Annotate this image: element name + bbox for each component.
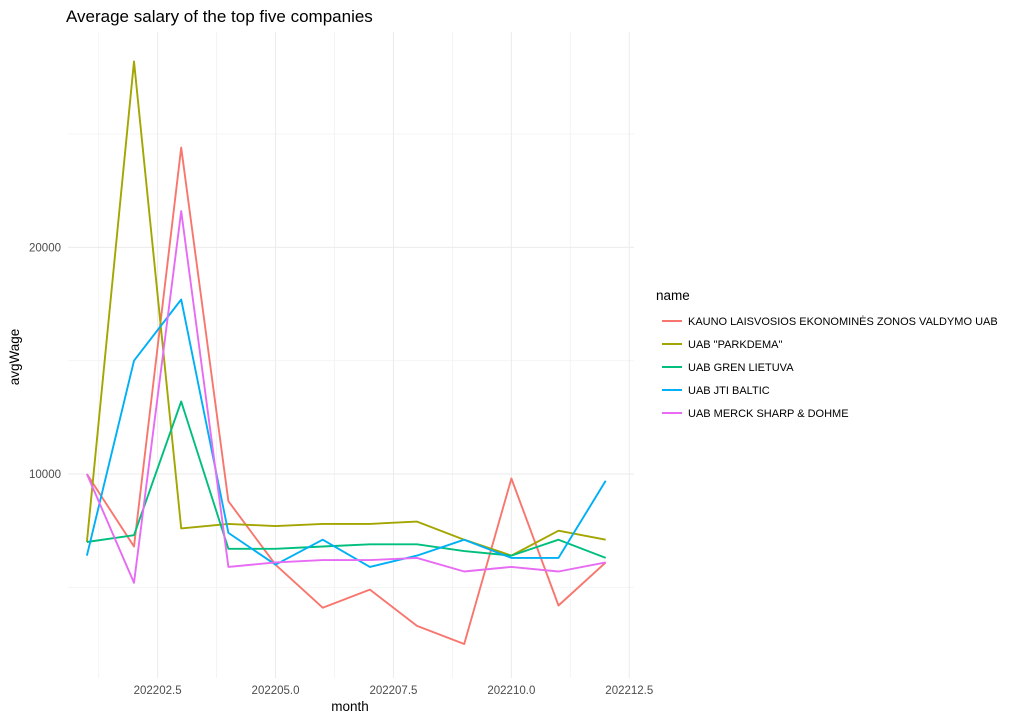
series-line [86, 146, 607, 645]
legend: name KAUNO LAISVOSIOS EKONOMINĖS ZONOS V… [656, 288, 998, 420]
series-line [86, 400, 607, 559]
x-axis-title: month [331, 699, 369, 714]
x-tick-label: 202205.0 [252, 685, 300, 697]
y-tick-label: 10000 [29, 469, 61, 481]
legend-title: name [656, 288, 690, 303]
series-line [86, 210, 606, 584]
legend-item: UAB GREN LIETUVA [662, 362, 794, 374]
series-line [85, 298, 607, 568]
y-axis-ticks: 10000 20000 [29, 242, 61, 481]
legend-label: UAB MERCK SHARP & DOHME [688, 408, 849, 420]
legend-item: UAB JTI BALTIC [662, 385, 770, 397]
legend-label: KAUNO LAISVOSIOS EKONOMINĖS ZONOS VALDYM… [688, 315, 998, 328]
grid [68, 32, 634, 678]
legend-label: UAB GREN LIETUVA [688, 362, 794, 374]
legend-label: UAB JTI BALTIC [688, 385, 770, 397]
x-tick-label: 202212.5 [605, 685, 653, 697]
y-tick-label: 20000 [29, 242, 61, 254]
chart-title: Average salary of the top five companies [66, 7, 373, 26]
x-tick-label: 202210.0 [487, 685, 535, 697]
x-tick-label: 202202.5 [134, 685, 182, 697]
legend-item: KAUNO LAISVOSIOS EKONOMINĖS ZONOS VALDYM… [662, 315, 998, 328]
legend-item: UAB MERCK SHARP & DOHME [662, 408, 849, 420]
x-tick-label: 202207.5 [369, 685, 417, 697]
series-line [85, 60, 606, 557]
x-axis-ticks: 202202.5 202205.0 202207.5 202210.0 202212.5 [134, 685, 654, 697]
series-lines [85, 60, 607, 645]
y-axis-title: avgWage [7, 329, 22, 386]
legend-items: KAUNO LAISVOSIOS EKONOMINĖS ZONOS VALDYM… [662, 315, 998, 420]
legend-item: UAB "PARKDEMA" [662, 339, 782, 351]
legend-label: UAB "PARKDEMA" [688, 339, 782, 351]
